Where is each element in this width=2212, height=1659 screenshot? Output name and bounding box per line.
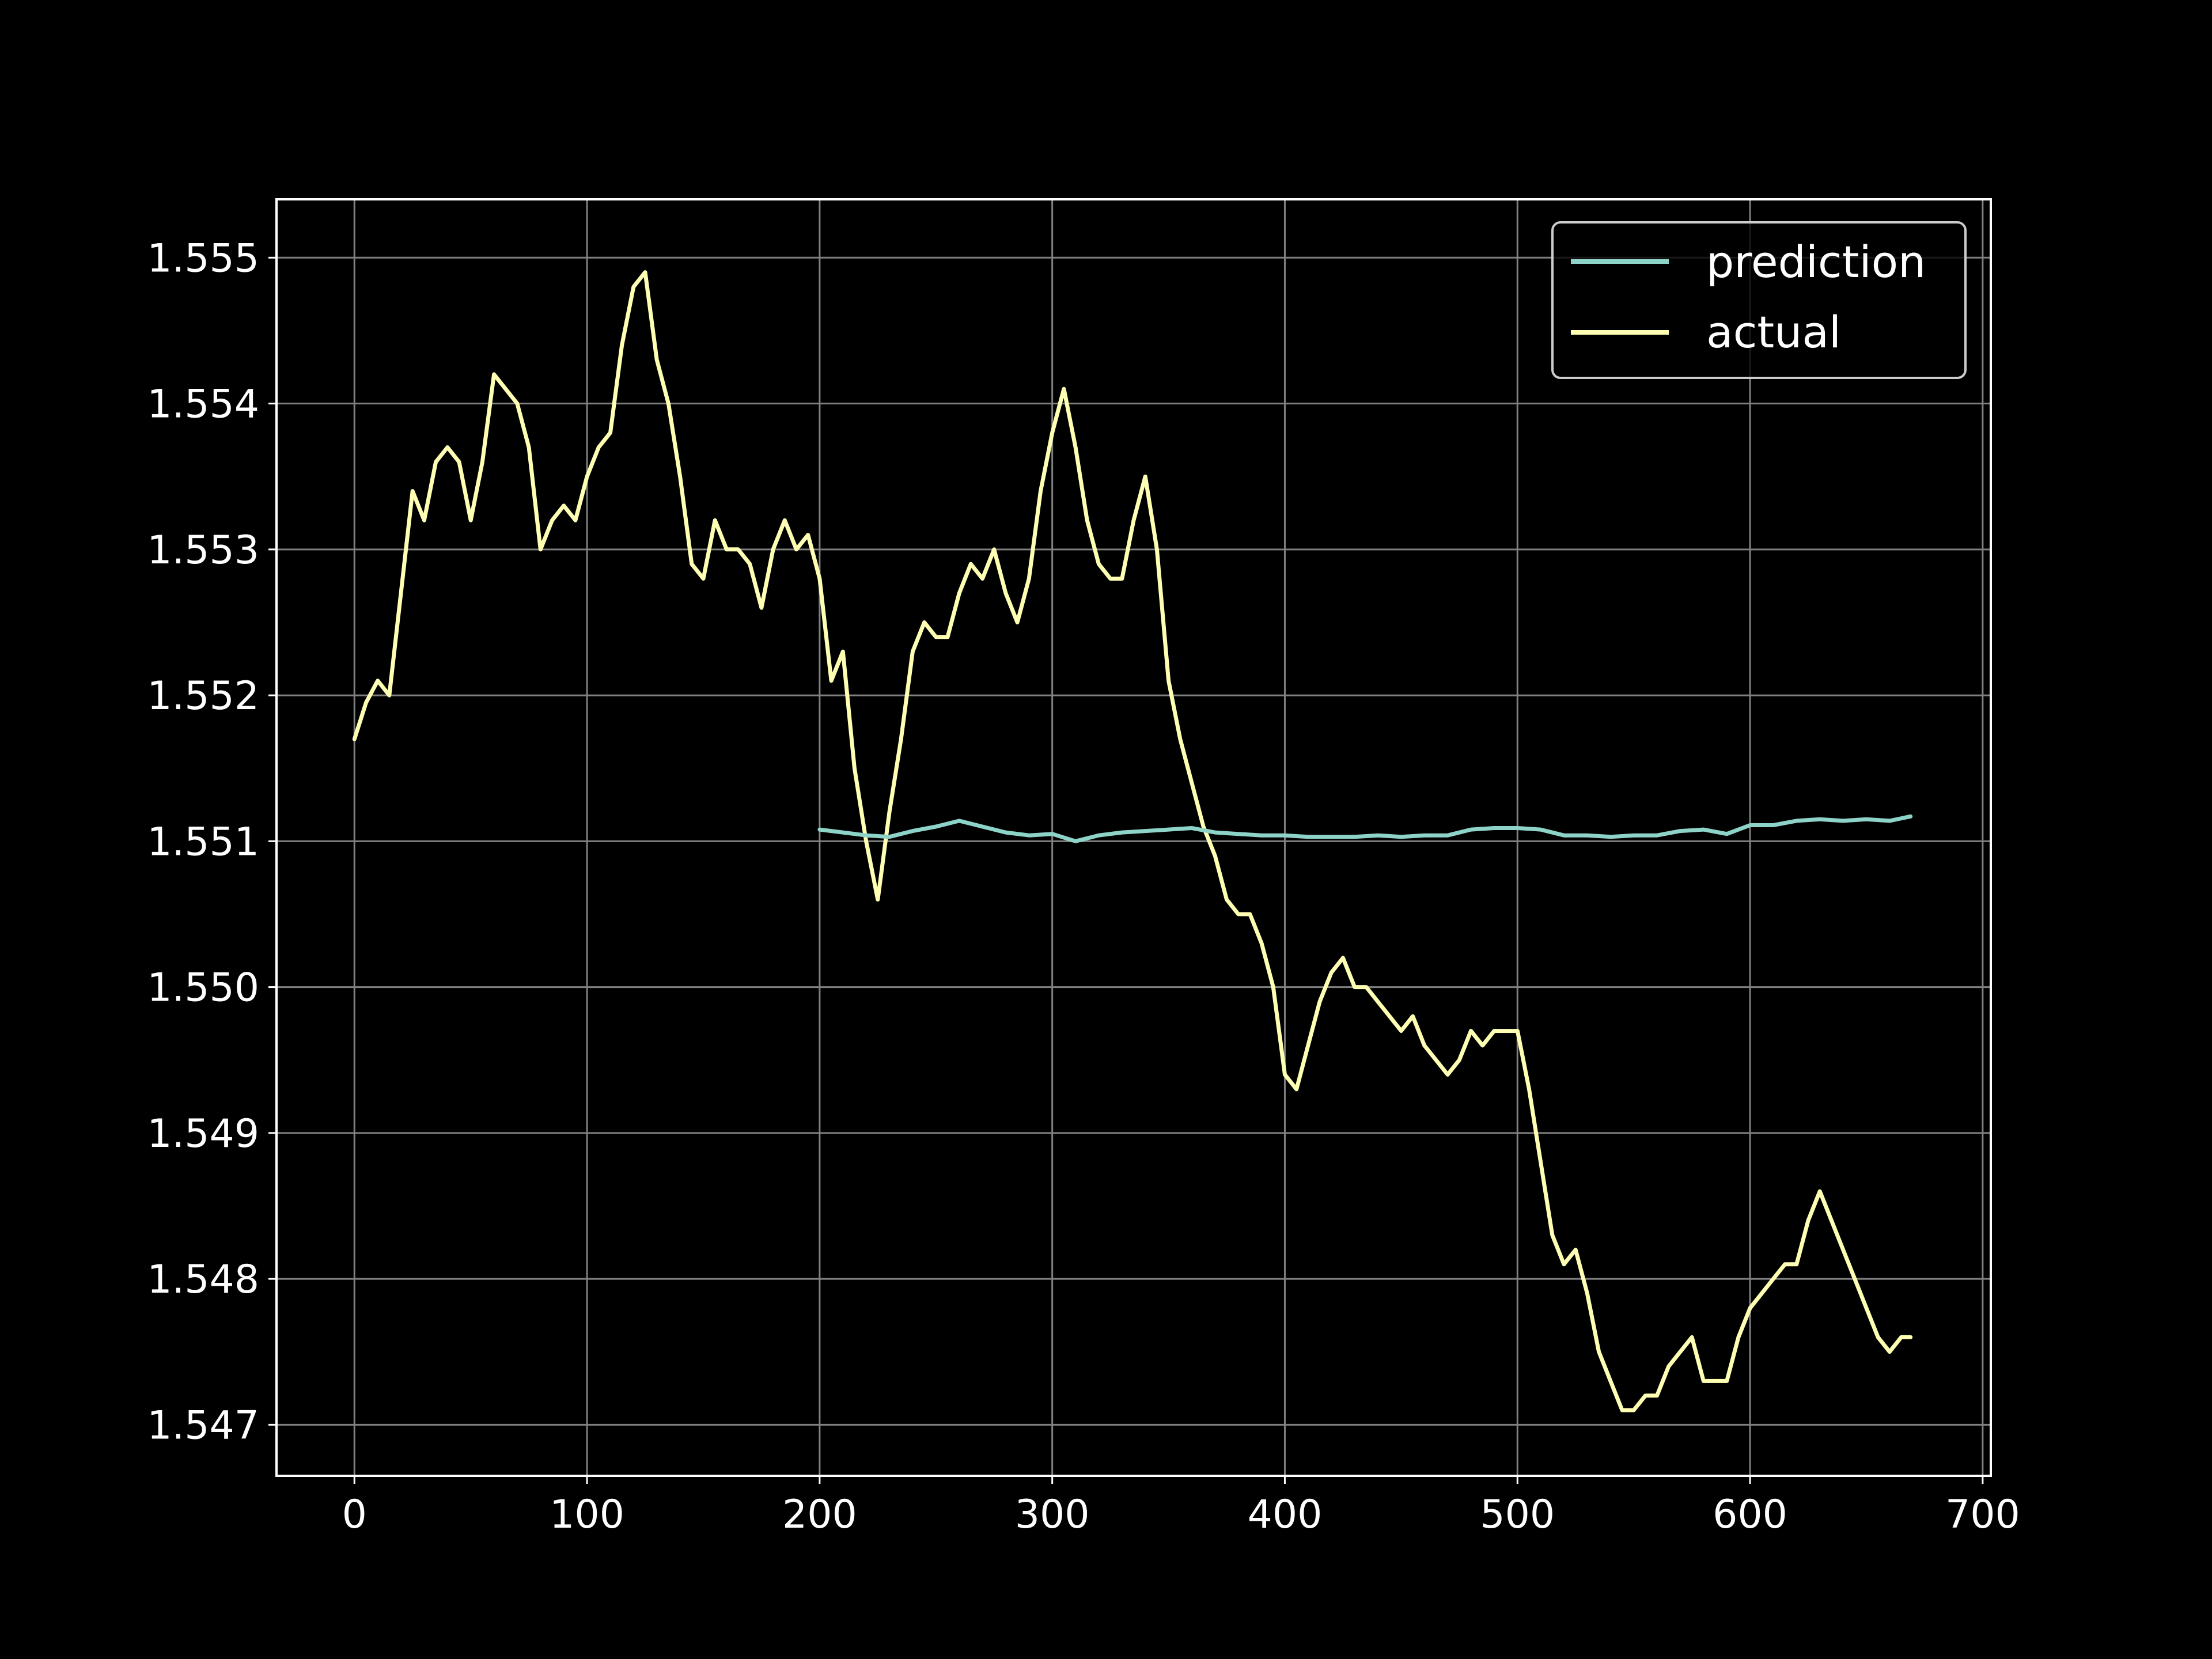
- x-tick-label: 0: [342, 1492, 367, 1537]
- x-tick-label: 500: [1480, 1492, 1555, 1537]
- ticks: 0 100 200 300 400 500 600 700 1.547 1.548 1.549 1.5…: [147, 236, 2020, 1537]
- axes-frame: [275, 198, 1992, 1477]
- x-tick-label: 200: [782, 1492, 857, 1537]
- plot-area: [276, 199, 1991, 1476]
- x-tick-label: 100: [550, 1492, 624, 1537]
- series-line-actual: [352, 270, 1913, 1412]
- x-tick-label: 600: [1713, 1492, 1787, 1537]
- legend-label-prediction: prediction: [1706, 236, 1926, 287]
- x-tick-label: 300: [1015, 1492, 1090, 1537]
- legend-label-actual: actual: [1706, 306, 1841, 358]
- series-layer: [352, 270, 1913, 1412]
- y-tick-label: 1.550: [147, 965, 259, 1011]
- y-tick-label: 1.547: [147, 1403, 259, 1448]
- legend: prediction actual: [1551, 221, 1967, 379]
- y-tick-label: 1.552: [147, 673, 259, 719]
- series-line-prediction: [817, 814, 1913, 843]
- x-tick-label: 700: [1945, 1492, 2020, 1537]
- y-tick-label: 1.548: [147, 1257, 259, 1302]
- grid: [276, 199, 1991, 1476]
- y-tick-label: 1.553: [147, 528, 259, 573]
- y-tick-label: 1.555: [147, 236, 259, 281]
- y-tick-label: 1.551: [147, 819, 259, 865]
- x-tick-label: 400: [1248, 1492, 1323, 1537]
- y-tick-label: 1.554: [147, 382, 259, 427]
- y-tick-label: 1.549: [147, 1111, 259, 1157]
